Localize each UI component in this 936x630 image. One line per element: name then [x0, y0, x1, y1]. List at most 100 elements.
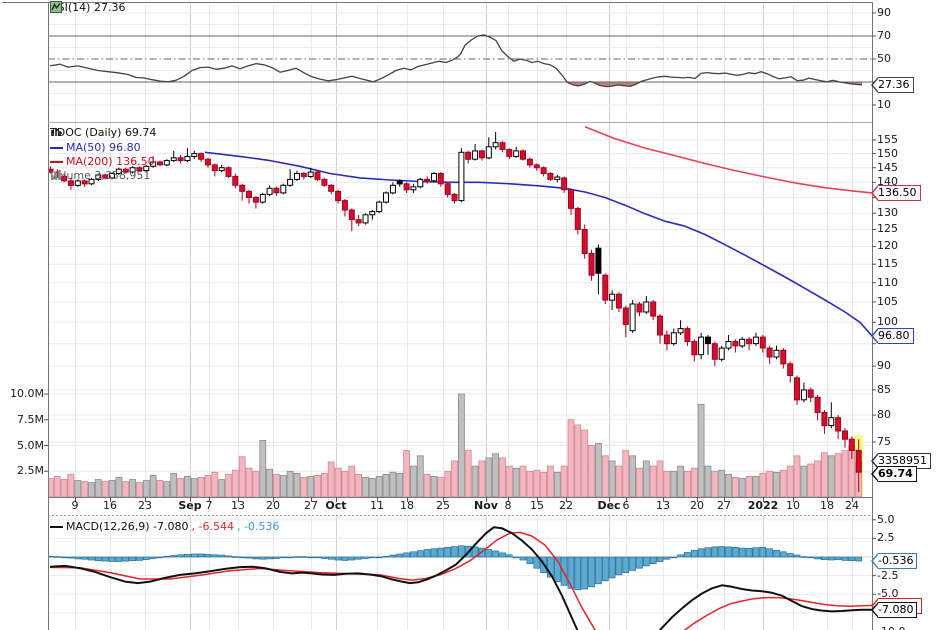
volume-bar [231, 469, 239, 497]
candle-body [478, 150, 485, 159]
candle-body [499, 142, 506, 150]
volume-bar [512, 467, 520, 497]
candle-body [705, 336, 711, 345]
candle-body [211, 164, 218, 172]
volume-bar [245, 467, 253, 497]
volume-bar [547, 465, 554, 497]
macd-hist-bar [656, 556, 664, 562]
volume-bar [81, 481, 89, 497]
macd-hist-bar [94, 556, 102, 562]
series-line [49, 526, 872, 630]
candle-body [814, 396, 821, 413]
candle-body [533, 164, 540, 169]
candle-body [410, 186, 417, 191]
candle-body [355, 219, 362, 224]
volume-bar [320, 472, 328, 497]
macd-hist-bar [197, 553, 205, 558]
macd-hist-bar [800, 556, 808, 558]
volume-legend: Volume 3,358,951 [50, 169, 150, 182]
macd-hist-bar [252, 556, 260, 560]
macd-hist-bar [410, 551, 417, 558]
symbol-legend-label: TDOC (Daily) 69.74 [50, 126, 157, 139]
macd-hist-bar [725, 546, 732, 558]
volume-bar [814, 460, 821, 497]
candle-body [650, 301, 657, 317]
macd-hist-bar [601, 556, 609, 582]
macd-hist-bar [170, 555, 178, 558]
candle-body [417, 178, 424, 188]
candle-body [622, 307, 629, 325]
volume-bar [656, 460, 664, 497]
candle-body [752, 336, 759, 345]
volume-bar [403, 450, 411, 497]
price-tick-label: 125 [877, 222, 898, 236]
price-tick-label: 85 [877, 382, 891, 396]
macd-hist-bar [389, 554, 397, 558]
candle-body [341, 200, 348, 211]
x-tick-label: 24 [845, 499, 859, 512]
volume-bar [122, 481, 130, 497]
volume-bar [471, 465, 479, 497]
candle-body [472, 150, 479, 160]
price-tick-label: 100 [877, 315, 898, 329]
volume-bar [725, 473, 732, 497]
candle-body [95, 174, 102, 180]
candle-body [739, 338, 746, 347]
callout-arrow-icon [871, 328, 879, 344]
volume-bar [834, 453, 842, 497]
candle-body [766, 347, 773, 358]
candle-body [204, 158, 211, 166]
x-tick-label: 18 [820, 499, 834, 512]
volume-bar [670, 470, 678, 497]
volume-bar [129, 479, 137, 497]
candle-body [170, 157, 177, 162]
price-tick-label: 75 [877, 434, 891, 448]
macd-hist-bar [855, 556, 863, 562]
macd-hist-bar [759, 546, 767, 558]
macd-hist-bar [588, 556, 595, 588]
macd-hist-bar [60, 556, 68, 559]
candle-body [581, 229, 588, 254]
candle-body [711, 343, 718, 360]
volume-bar [382, 473, 390, 497]
volume-bar [389, 471, 397, 497]
volume-bar [560, 465, 568, 497]
candle-body [574, 207, 581, 230]
candle-body [177, 157, 184, 162]
candle-body [773, 349, 780, 358]
price-tick-label: 90 [877, 359, 891, 373]
volume-bar [177, 478, 185, 497]
x-tick-label: 9 [71, 499, 79, 512]
hist-value-callout: -0.536 [871, 553, 918, 569]
volume-bar [375, 475, 383, 497]
macd-hist-bar [807, 556, 815, 559]
macd-hist-bar [595, 556, 602, 585]
candle-body [828, 417, 835, 427]
macd-hist-bar [156, 556, 164, 559]
volume-bar [170, 472, 178, 497]
ma50-value-callout: 96.80 [871, 328, 914, 344]
candle-body [376, 201, 383, 213]
x-tick-label: 6 [622, 499, 630, 512]
volume-bar [334, 467, 342, 497]
volume-bar [135, 482, 143, 497]
volume-bar [738, 478, 746, 497]
volume-bar [595, 442, 602, 497]
volume-bar [101, 481, 109, 497]
candle-body [800, 389, 807, 401]
candle-body [684, 328, 691, 343]
callout-arrow-icon [871, 602, 879, 618]
volume-bar [444, 470, 452, 497]
candle-body [252, 197, 259, 203]
macd-hist-bar [581, 556, 589, 590]
macd-hist-bar [368, 556, 376, 559]
price-tick-label: 120 [877, 239, 898, 253]
candle-body [568, 189, 574, 209]
x-tick-label: 7 [205, 499, 213, 512]
volume-bar [156, 480, 164, 497]
volume-bar [327, 461, 335, 497]
candle-body [465, 151, 472, 160]
price-tick-label: 110 [877, 275, 898, 289]
x-tick-label: Dec [597, 499, 621, 512]
